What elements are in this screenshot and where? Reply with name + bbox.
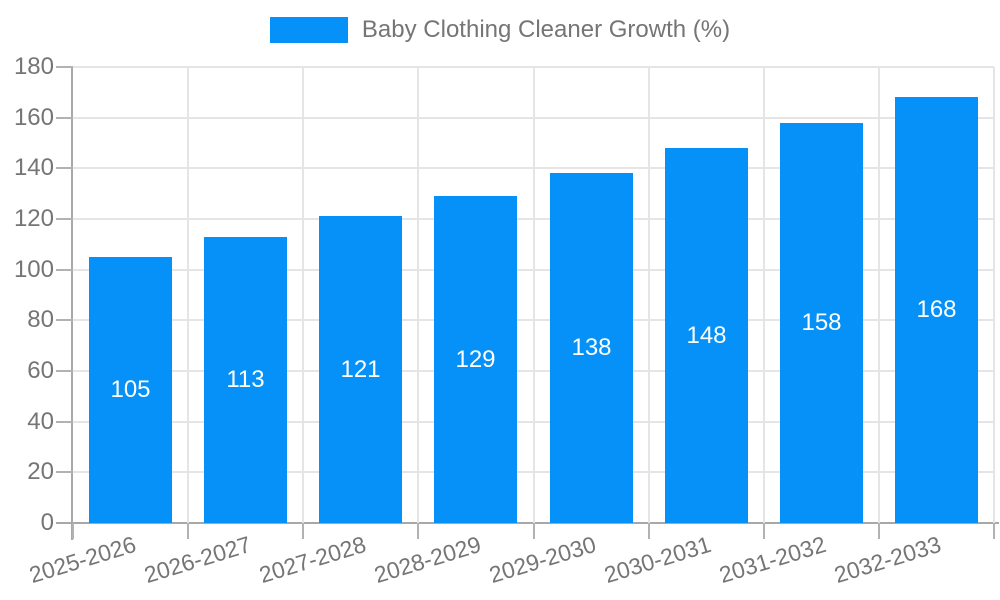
legend: Baby Clothing Cleaner Growth (%) xyxy=(0,16,1000,44)
x-axis-tick xyxy=(762,523,765,539)
y-axis-tick-label: 60 xyxy=(27,357,54,384)
bar-value-label: 121 xyxy=(340,355,381,383)
y-axis-tick xyxy=(56,471,73,474)
x-axis-tick xyxy=(532,523,535,539)
bar: 121 xyxy=(319,216,402,523)
y-axis-tick xyxy=(56,66,73,68)
x-axis-line xyxy=(56,522,999,524)
bar: 129 xyxy=(434,196,517,523)
gridline-vertical xyxy=(187,67,190,523)
y-axis-tick-label: 0 xyxy=(40,509,54,536)
legend-label: Baby Clothing Cleaner Growth (%) xyxy=(361,16,731,43)
x-axis-tick xyxy=(302,523,305,539)
bar: 138 xyxy=(550,173,633,523)
y-axis-tick xyxy=(56,319,73,322)
bar-value-label: 168 xyxy=(916,296,957,324)
y-axis-tick-label: 140 xyxy=(13,154,54,182)
x-axis-tick xyxy=(187,523,190,539)
gridline-vertical xyxy=(877,67,880,523)
bar: 168 xyxy=(895,97,978,523)
bar-value-label: 158 xyxy=(801,308,842,336)
y-axis-tick xyxy=(56,420,73,423)
gridline-vertical xyxy=(417,67,420,523)
y-axis-tick xyxy=(56,370,73,372)
bar-value-label: 129 xyxy=(455,345,496,373)
y-axis-tick-label: 40 xyxy=(27,407,54,435)
y-axis-tick-label: 180 xyxy=(13,53,54,80)
y-axis-line xyxy=(71,67,73,540)
y-axis-tick xyxy=(56,268,73,271)
bar: 105 xyxy=(89,257,172,523)
gridline-vertical xyxy=(532,67,535,523)
gridline-vertical xyxy=(647,67,650,523)
y-axis-tick-label: 120 xyxy=(13,205,54,232)
y-axis-tick-label: 100 xyxy=(13,255,54,283)
y-axis-tick xyxy=(56,218,73,220)
gridline-vertical xyxy=(993,67,995,523)
y-axis-tick xyxy=(56,167,73,170)
y-axis-tick-label: 20 xyxy=(27,458,54,486)
gridline-vertical xyxy=(762,67,765,523)
bar-value-label: 148 xyxy=(686,321,727,349)
x-axis-tick xyxy=(993,523,995,539)
x-axis-tick xyxy=(647,523,650,539)
bar-value-label: 105 xyxy=(110,376,151,403)
bar-value-label: 113 xyxy=(226,365,265,393)
bar: 148 xyxy=(665,148,748,523)
x-axis-tick xyxy=(417,523,420,539)
x-axis-tick xyxy=(72,523,74,539)
y-axis-tick-label: 160 xyxy=(13,103,54,131)
plot-area: 105 113 121 129 138 148 158 168 xyxy=(73,66,995,523)
bar: 113 xyxy=(204,236,287,523)
y-axis-tick-label: 80 xyxy=(27,306,54,334)
y-axis-tick xyxy=(56,116,73,119)
gridline-vertical xyxy=(302,67,305,523)
legend-swatch xyxy=(269,17,348,43)
x-axis-tick xyxy=(877,523,880,539)
bar: 158 xyxy=(780,122,863,523)
bar-value-label: 138 xyxy=(571,334,612,362)
